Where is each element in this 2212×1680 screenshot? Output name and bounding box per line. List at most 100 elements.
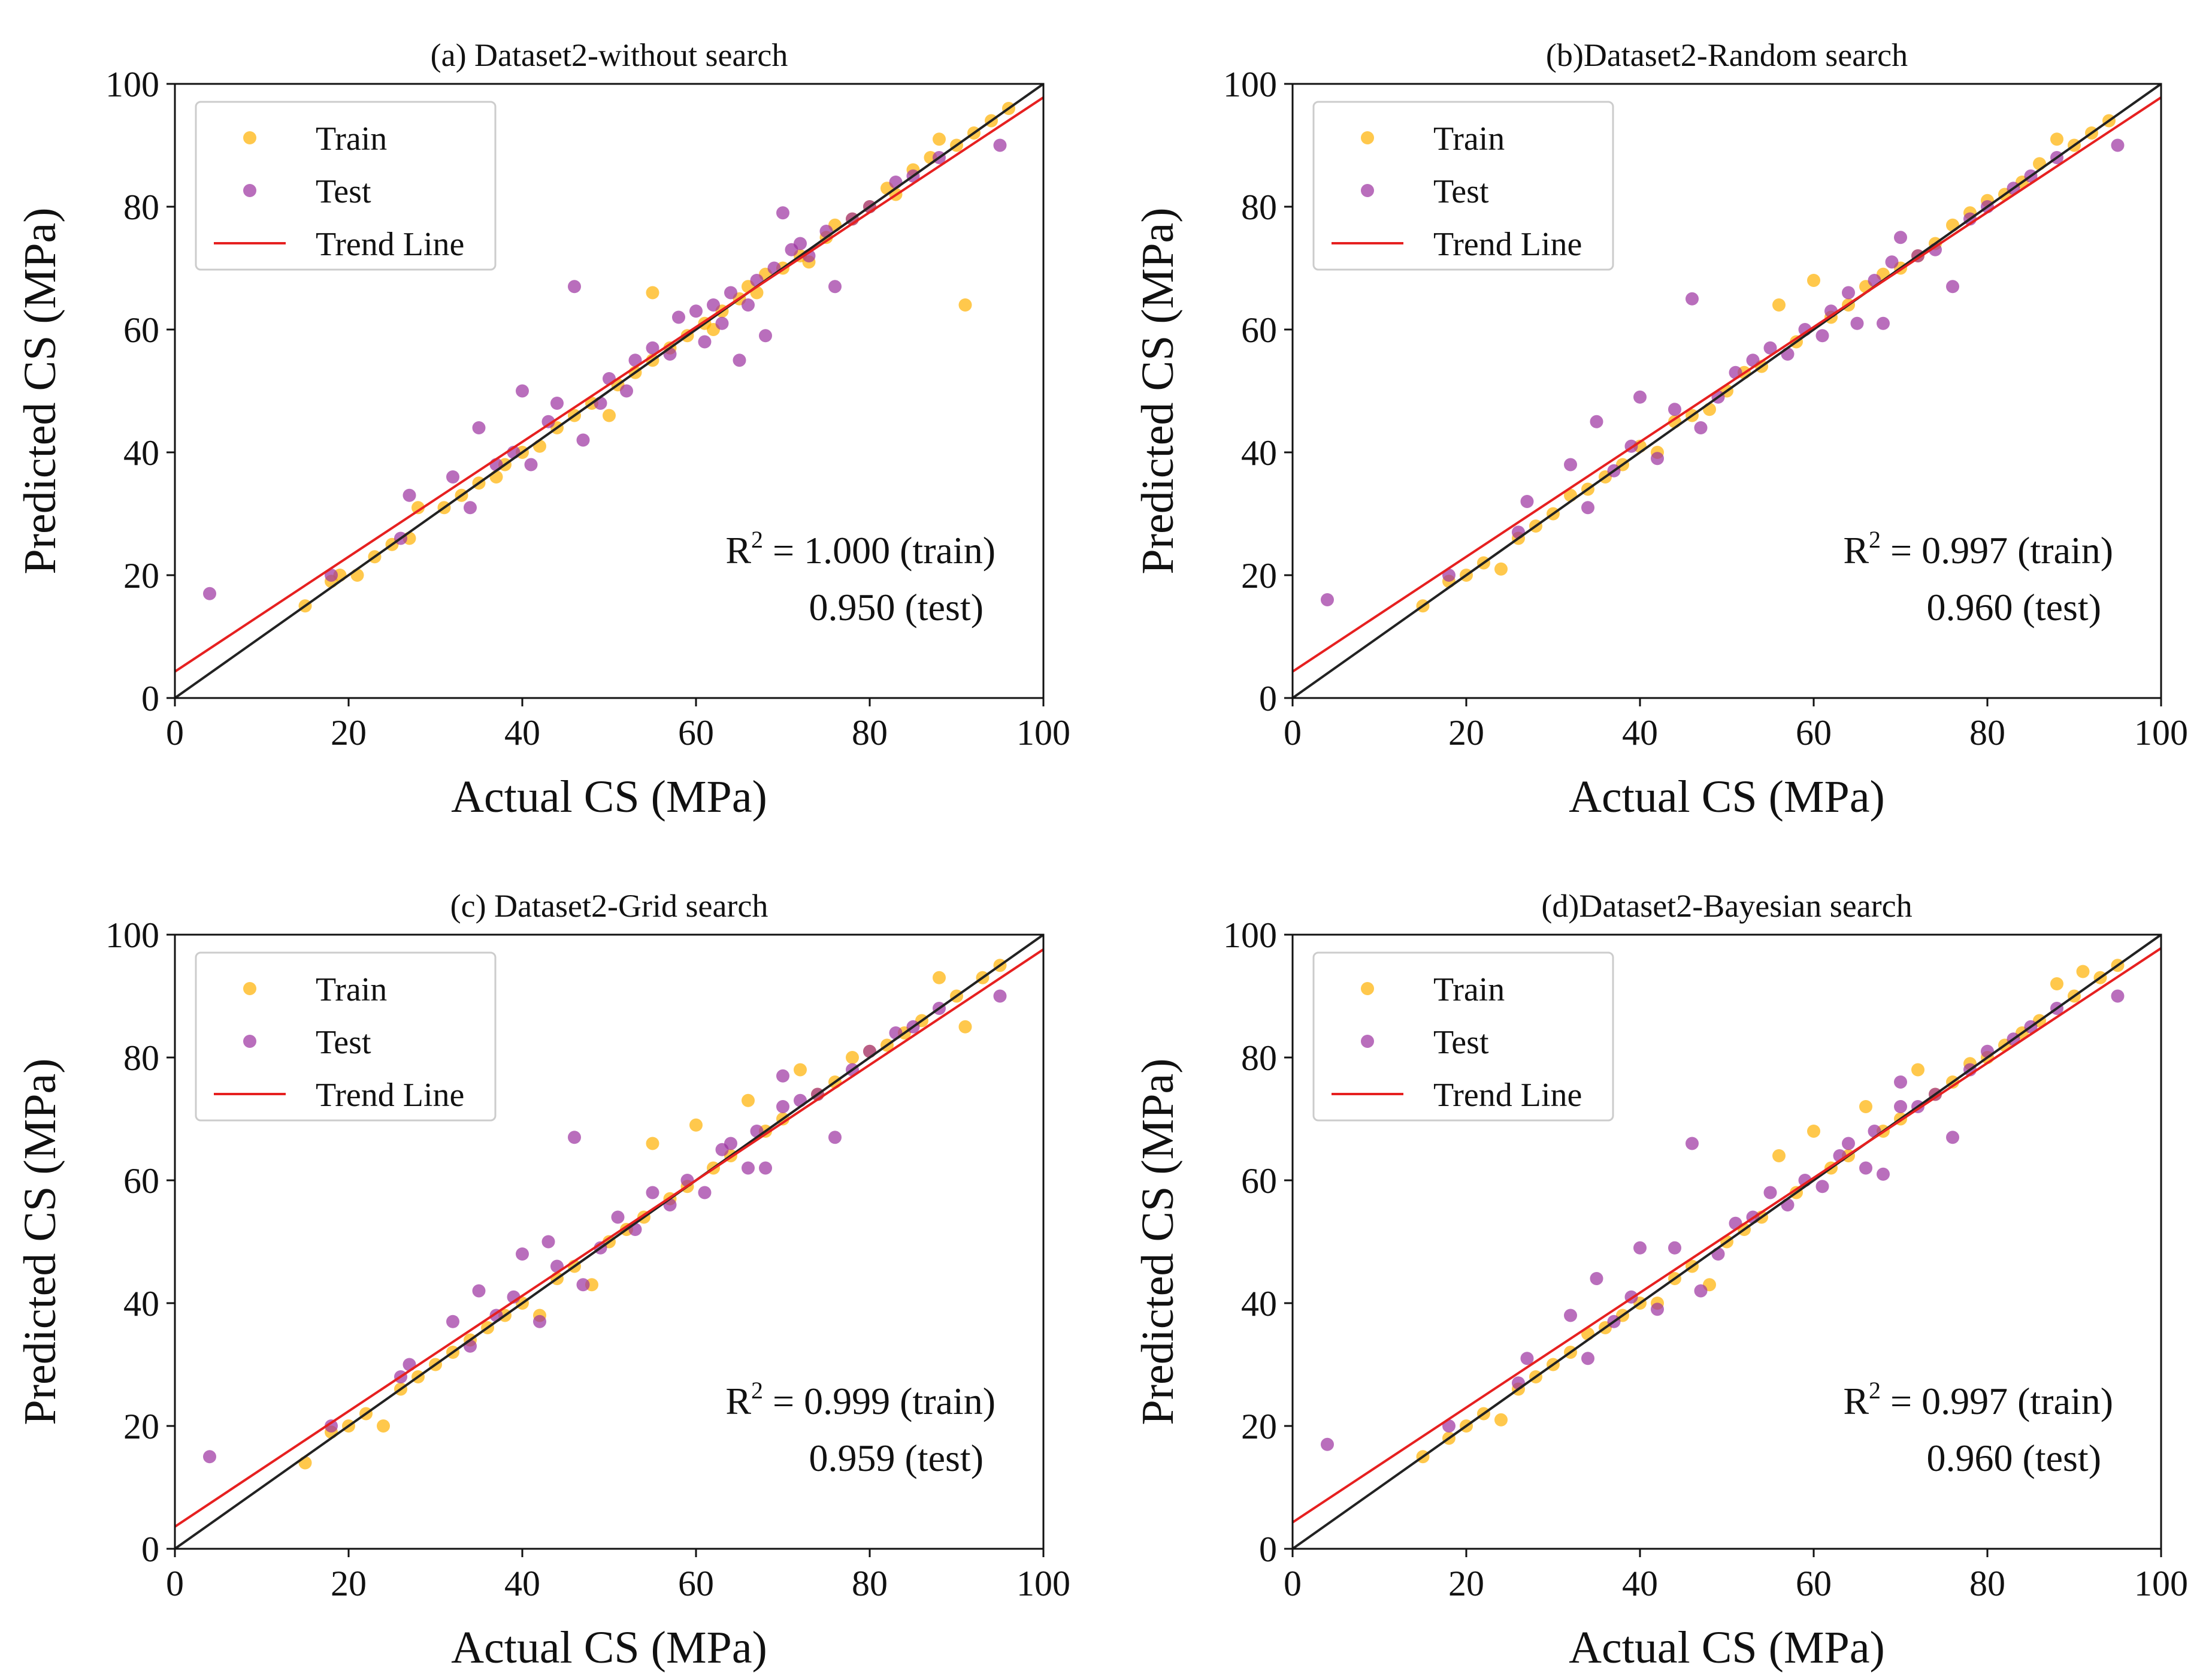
test-point (672, 310, 685, 324)
test-point (828, 1131, 842, 1144)
test-point (993, 989, 1007, 1003)
test-point (742, 298, 755, 312)
panel-title: (d)Dataset2-Bayesian search (1541, 888, 1912, 924)
test-point (1321, 593, 1334, 606)
x-tick-label: 0 (1284, 1564, 1302, 1603)
test-point (733, 353, 746, 367)
test-point (550, 397, 564, 410)
test-point (446, 470, 459, 484)
test-point (1564, 458, 1577, 472)
test-point (464, 1339, 477, 1353)
x-tick-label: 0 (1284, 713, 1302, 753)
test-point (1946, 280, 1959, 294)
train-point (933, 132, 946, 146)
test-point (1321, 1437, 1334, 1451)
r2-train-annotation: R2 = 0.997 (train) (1843, 1377, 2113, 1422)
train-point (298, 1456, 312, 1470)
train-point (411, 501, 425, 515)
test-point (776, 1100, 789, 1113)
y-tick-label: 80 (1241, 188, 1277, 227)
test-point (2111, 989, 2125, 1003)
test-point (568, 1131, 581, 1144)
test-point (1763, 341, 1777, 355)
legend-test-label: Test (1433, 1024, 1489, 1061)
train-point (794, 1063, 807, 1077)
test-point (1564, 1309, 1577, 1322)
test-point (1815, 1180, 1829, 1193)
test-point (759, 329, 772, 343)
train-point (377, 1419, 390, 1433)
test-point (1651, 452, 1664, 466)
test-point (742, 1161, 755, 1175)
x-tick-label: 80 (1969, 1564, 2005, 1603)
x-tick-label: 0 (166, 1564, 184, 1603)
legend-box (195, 101, 497, 271)
x-axis-label: Actual CS (MPa) (1569, 772, 1885, 822)
r2-superscript: 2 (751, 1377, 763, 1404)
train-point (533, 439, 546, 453)
r2-test-annotation: 0.950 (test) (809, 586, 984, 629)
trend-line (175, 96, 1043, 673)
r2-superscript: 2 (751, 526, 763, 553)
train-point (1494, 562, 1508, 576)
test-point (403, 488, 416, 502)
test-point (1746, 353, 1760, 367)
test-point (828, 280, 842, 294)
x-tick-label: 60 (678, 713, 714, 753)
test-point (1442, 1419, 1455, 1433)
legend-train-label: Train (316, 120, 387, 158)
y-tick-label: 60 (123, 310, 159, 350)
chart-panel-c: (c) Dataset2-Grid search 0 20 40 60 80 100 0 20 4… (15, 888, 1070, 1673)
plot-area (1293, 84, 2161, 698)
r2-symbol: R (725, 529, 751, 572)
y-tick-label: 40 (1241, 1284, 1277, 1324)
test-point (1581, 1352, 1594, 1365)
r2-train-annotation: R2 = 1.000 (train) (725, 526, 995, 572)
train-point (2050, 132, 2063, 146)
r2-train-annotation: R2 = 0.999 (train) (725, 1377, 995, 1422)
r2-symbol: R (1843, 529, 1869, 572)
train-point (1911, 1063, 1924, 1077)
legend-box (195, 951, 497, 1122)
test-point (203, 1450, 216, 1464)
test-point (1512, 525, 1525, 539)
test-point (646, 341, 659, 355)
test-point (794, 237, 807, 250)
test-point (1520, 1352, 1534, 1365)
x-tick-label: 100 (2134, 713, 2188, 753)
x-axis-label: Actual CS (MPa) (451, 772, 767, 822)
legend-train-label: Train (1433, 120, 1505, 158)
legend-test-marker (1361, 184, 1374, 197)
test-point (446, 1315, 459, 1328)
r2-superscript: 2 (1869, 1377, 1881, 1404)
x-tick-label: 40 (504, 1564, 540, 1603)
train-point (1859, 1100, 1872, 1113)
axes-frame (174, 933, 1045, 1550)
test-point (1842, 286, 1855, 300)
test-point (863, 1044, 876, 1058)
x-tick-label: 40 (504, 713, 540, 753)
train-point (846, 1051, 859, 1064)
y-tick-label: 80 (1241, 1038, 1277, 1078)
test-point (1781, 1198, 1795, 1211)
y-tick-label: 60 (1241, 1161, 1277, 1201)
test-point (464, 501, 477, 515)
legend-test-label: Test (316, 173, 371, 210)
legend-trend-label: Trend Line (1433, 1077, 1582, 1114)
test-point (203, 587, 216, 600)
x-tick-label: 40 (1622, 713, 1658, 753)
r2-superscript: 2 (1869, 526, 1881, 553)
x-tick-label: 80 (852, 1564, 888, 1603)
y-tick-label: 0 (141, 1530, 159, 1569)
y-tick-label: 60 (123, 1161, 159, 1201)
legend-test-label: Test (1433, 173, 1489, 210)
reference-line (175, 935, 1043, 1549)
test-point (698, 1186, 712, 1199)
test-point (611, 1210, 625, 1224)
panel-title: (a) Dataset2-without search (431, 37, 788, 73)
x-tick-label: 20 (331, 1564, 367, 1603)
test-point (1512, 1376, 1525, 1390)
test-point (1633, 1241, 1647, 1255)
test-point (1651, 1303, 1664, 1316)
